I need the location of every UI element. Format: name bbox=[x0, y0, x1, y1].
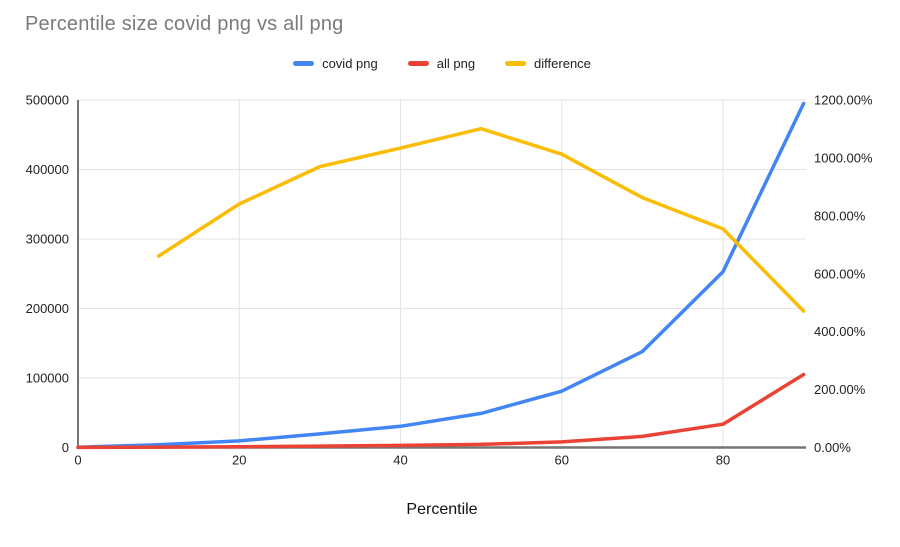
legend-label-all-png: all png bbox=[436, 56, 476, 71]
left-axis-tick-label: 500000 bbox=[26, 93, 69, 108]
x-axis-title: Percentile bbox=[406, 501, 478, 518]
x-axis-tick-label: 80 bbox=[716, 453, 730, 468]
left-axis-tick-label: 0 bbox=[62, 440, 69, 455]
series-line-difference[interactable] bbox=[156, 126, 806, 313]
right-axis-tick-label: 600.00% bbox=[814, 266, 866, 281]
x-axis-tick-label: 60 bbox=[554, 453, 568, 468]
legend-swatch-covid-png-icon bbox=[293, 61, 315, 66]
legend-item-all-png[interactable]: all png bbox=[407, 56, 476, 71]
left-axis-tick-label: 400000 bbox=[26, 162, 69, 177]
x-axis-tick-label: 40 bbox=[393, 453, 407, 468]
right-axis-tick-label: 800.00% bbox=[814, 208, 866, 223]
legend-item-covid-png[interactable]: covid png bbox=[293, 56, 378, 71]
series-line-covid-png[interactable] bbox=[76, 101, 806, 450]
left-axis-tick-label: 100000 bbox=[26, 371, 69, 386]
x-axis-tick-label: 0 bbox=[74, 453, 81, 468]
x-axis-tick-label: 20 bbox=[232, 453, 246, 468]
legend-swatch-all-png-icon bbox=[407, 61, 429, 66]
legend-swatch-difference-icon bbox=[505, 61, 527, 66]
left-axis-tick-label: 300000 bbox=[26, 232, 69, 247]
legend: covid png all png difference bbox=[78, 56, 806, 71]
chart-title: Percentile size covid png vs all png bbox=[25, 13, 344, 35]
legend-label-difference: difference bbox=[534, 56, 591, 71]
legend-label-covid-png: covid png bbox=[322, 56, 378, 71]
left-axis-tick-label: 200000 bbox=[26, 301, 69, 316]
right-axis-tick-label: 1200.00% bbox=[814, 93, 873, 108]
right-axis-tick-label: 0.00% bbox=[814, 440, 851, 455]
right-axis-tick-label: 1000.00% bbox=[814, 150, 873, 165]
right-axis-tick-label: 400.00% bbox=[814, 324, 866, 339]
legend-item-difference[interactable]: difference bbox=[505, 56, 591, 71]
series-line-all-png[interactable] bbox=[76, 372, 806, 450]
right-axis-tick-label: 200.00% bbox=[814, 382, 866, 397]
